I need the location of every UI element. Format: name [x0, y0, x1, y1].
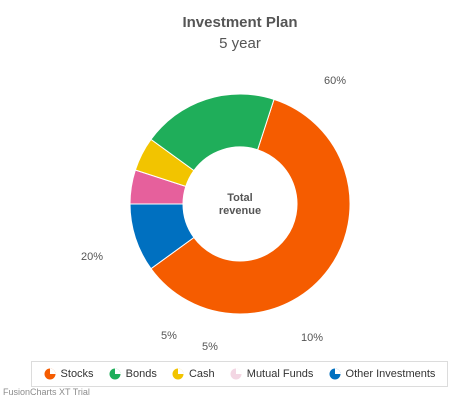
pie-icon: [109, 368, 121, 380]
pie-icon: [44, 368, 56, 380]
data-label-bonds: 20%: [81, 251, 103, 263]
legend-item-bonds[interactable]: Bonds: [109, 368, 157, 380]
legend-label-mutual-funds: Mutual Funds: [246, 368, 314, 380]
legend: Stocks Bonds Cash Mutual Funds Other Inv…: [31, 361, 448, 387]
data-label-stocks: 60%: [324, 75, 346, 87]
legend-item-cash[interactable]: Cash: [172, 368, 215, 380]
legend-label-other-investments: Other Investments: [345, 368, 436, 380]
legend-item-stocks[interactable]: Stocks: [44, 368, 94, 380]
data-label-other-investments: 10%: [301, 332, 323, 344]
legend-label-bonds: Bonds: [125, 368, 157, 380]
pie-icon: [329, 368, 341, 380]
legend-label-cash: Cash: [188, 368, 215, 380]
legend-label-stocks: Stocks: [60, 368, 94, 380]
pie-icon: [172, 368, 184, 380]
data-label-mutual-funds: 5%: [202, 341, 218, 353]
pie-icon: [230, 368, 242, 380]
legend-item-other-investments[interactable]: Other Investments: [329, 368, 436, 380]
center-label-line2: revenue: [219, 205, 261, 217]
chart-subtitle: 5 year: [219, 35, 261, 52]
data-label-cash: 5%: [161, 330, 177, 342]
center-label-line1: Total: [227, 192, 252, 204]
legend-item-mutual-funds[interactable]: Mutual Funds: [230, 368, 314, 380]
watermark: FusionCharts XT Trial: [3, 387, 90, 397]
chart-title: Investment Plan: [182, 14, 298, 31]
slice-stocks[interactable]: [150, 98, 351, 315]
slice-bonds[interactable]: [150, 93, 275, 172]
